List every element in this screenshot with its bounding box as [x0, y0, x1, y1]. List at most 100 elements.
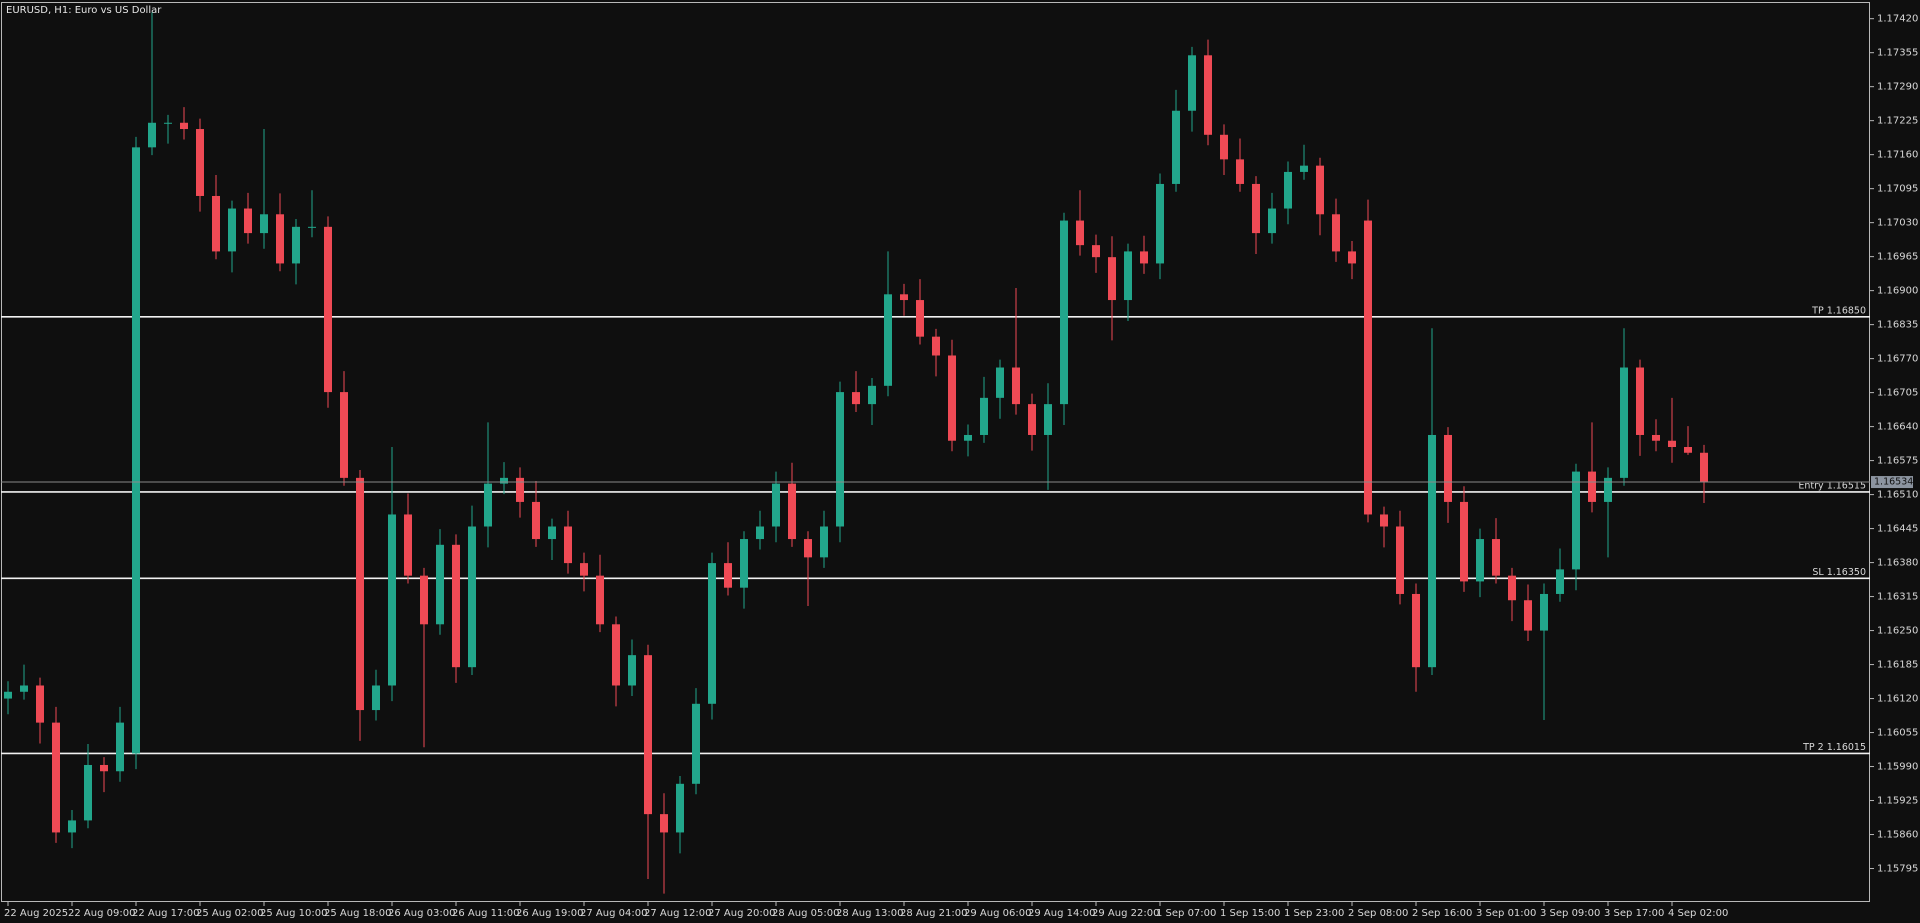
x-tick-label: 3 Sep 01:00	[1476, 908, 1536, 919]
y-tick-label: 1.17225	[1877, 116, 1918, 127]
y-tick-label: 1.16445	[1877, 524, 1918, 535]
y-tick-label: 1.17290	[1877, 82, 1918, 93]
y-tick-label: 1.16900	[1877, 286, 1918, 297]
y-tick-label: 1.16965	[1877, 252, 1918, 263]
candle-body	[1636, 367, 1644, 435]
candle-body	[164, 122, 172, 124]
current-price-tag	[1871, 476, 1913, 489]
candle-body	[660, 814, 668, 833]
x-tick-label: 28 Aug 21:00	[900, 908, 967, 919]
candle-body	[868, 385, 876, 405]
level-label: TP 2 1.16015	[1802, 742, 1866, 753]
candle-body	[1508, 575, 1516, 601]
y-tick-label: 1.16250	[1877, 626, 1918, 637]
y-tick-label: 1.16185	[1877, 660, 1918, 671]
candle-body	[996, 367, 1004, 398]
y-tick-label: 1.17160	[1877, 150, 1918, 161]
candle-body	[132, 147, 140, 754]
x-tick-label: 27 Aug 04:00	[580, 908, 647, 919]
y-tick-label: 1.17095	[1877, 184, 1918, 195]
level-label: SL 1.16350	[1812, 567, 1866, 578]
candle-body	[564, 526, 572, 564]
candle-body	[1556, 569, 1564, 594]
candle-body	[452, 544, 460, 668]
candle-body	[692, 703, 700, 784]
candle-body	[1076, 220, 1084, 246]
candle-body	[1300, 165, 1308, 172]
candle-body	[1220, 134, 1228, 160]
candle-body	[260, 214, 268, 234]
candle-body	[548, 526, 556, 540]
candle-body	[1284, 171, 1292, 209]
candle-body	[740, 539, 748, 588]
candle-body	[932, 336, 940, 356]
candle-body	[20, 685, 28, 692]
y-tick-label: 1.15795	[1877, 864, 1918, 875]
x-tick-label: 27 Aug 12:00	[644, 908, 711, 919]
candle-body	[436, 544, 444, 625]
candle-body	[916, 300, 924, 337]
candle-body	[1124, 251, 1132, 301]
level-label: TP 1.16850	[1811, 305, 1866, 316]
candle-body	[148, 122, 156, 148]
candle-body	[516, 477, 524, 502]
x-tick-label: 25 Aug 10:00	[260, 908, 327, 919]
candle-body	[1620, 367, 1628, 478]
x-tick-label: 2 Sep 08:00	[1348, 908, 1408, 919]
y-tick-label: 1.16315	[1877, 592, 1918, 603]
y-tick-label: 1.15990	[1877, 762, 1918, 773]
candle-body	[1540, 593, 1548, 631]
candle-body	[708, 563, 716, 704]
y-tick-label: 1.17420	[1877, 14, 1918, 25]
candle-body	[1428, 434, 1436, 668]
candle-body	[1092, 245, 1100, 258]
candle-body	[1364, 220, 1372, 515]
candle-body	[980, 397, 988, 435]
candle-body	[804, 539, 812, 558]
candle-body	[676, 783, 684, 833]
candle-body	[1460, 501, 1468, 582]
x-tick-label: 27 Aug 20:00	[708, 908, 775, 919]
candle-body	[1156, 183, 1164, 264]
candle-body	[836, 392, 844, 527]
candle-body	[532, 501, 540, 540]
candle-body	[964, 434, 972, 441]
x-tick-label: 26 Aug 19:00	[516, 908, 583, 919]
candle-body	[1476, 539, 1484, 582]
y-tick-label: 1.16380	[1877, 558, 1918, 569]
candle-body	[1492, 539, 1500, 576]
candle-body	[788, 483, 796, 540]
x-tick-label: 2 Sep 16:00	[1412, 908, 1472, 919]
candle-body	[1380, 514, 1388, 527]
candle-body	[772, 483, 780, 527]
candle-body	[1012, 367, 1020, 405]
y-tick-label: 1.16705	[1877, 388, 1918, 399]
candle-body	[180, 122, 188, 130]
candle-body	[884, 294, 892, 386]
candle-body	[324, 226, 332, 393]
candle-body	[1044, 404, 1052, 435]
x-tick-label: 26 Aug 11:00	[452, 908, 519, 919]
candle-body	[1412, 593, 1420, 668]
candle-body	[292, 226, 300, 264]
candle-body	[68, 820, 76, 833]
candle-body	[1316, 165, 1324, 215]
candle-body	[724, 563, 732, 588]
candle-body	[244, 208, 252, 234]
candle-body	[1140, 251, 1148, 264]
candle-body	[356, 477, 364, 711]
candle-body	[1588, 471, 1596, 502]
candle-body	[420, 575, 428, 625]
x-tick-label: 25 Aug 18:00	[324, 908, 391, 919]
candle-body	[1204, 55, 1212, 135]
candle-body	[1060, 220, 1068, 405]
y-tick-label: 1.16835	[1877, 320, 1918, 331]
y-tick-label: 1.17030	[1877, 218, 1918, 229]
x-tick-label: 29 Aug 06:00	[964, 908, 1031, 919]
candle-body	[1252, 183, 1260, 234]
candle-body	[820, 526, 828, 558]
level-label: Entry 1.16515	[1798, 480, 1866, 491]
candle-body	[852, 392, 860, 405]
